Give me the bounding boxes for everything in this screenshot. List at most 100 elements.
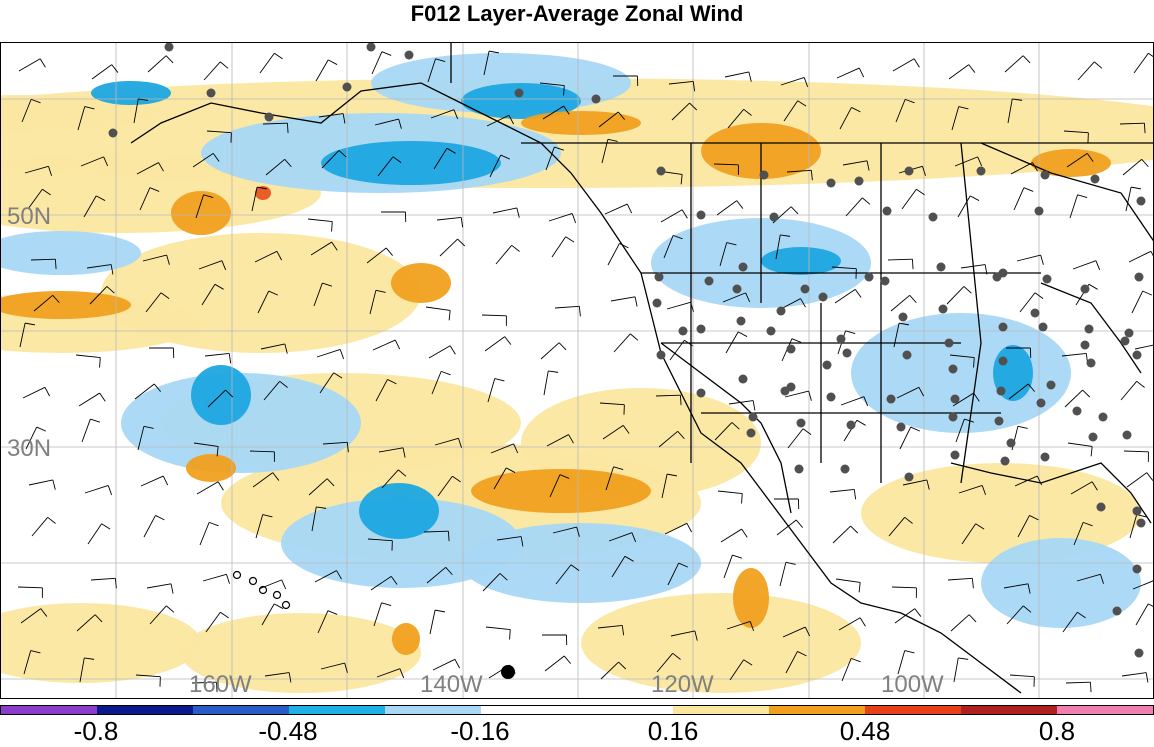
wind-barb	[1066, 671, 1095, 697]
station-marker	[1073, 407, 1082, 416]
colorbar-label: 0.8	[1039, 716, 1075, 747]
station-marker	[1001, 457, 1010, 466]
wind-barb	[438, 238, 466, 256]
island-outline	[234, 572, 241, 579]
island-outline	[274, 592, 281, 599]
station-marker	[265, 113, 274, 122]
colorbar-segment	[1057, 706, 1153, 714]
station-marker	[1041, 171, 1050, 180]
station-marker	[827, 393, 836, 402]
station-marker	[841, 465, 850, 474]
wind-barb	[85, 480, 114, 501]
wind-barb	[420, 606, 449, 634]
station-marker	[1039, 323, 1048, 332]
wind-barb	[555, 296, 584, 321]
station-marker	[1007, 439, 1016, 448]
colorbar-label: -0.16	[450, 716, 509, 747]
wind-barb	[605, 200, 633, 219]
station-marker	[887, 395, 896, 404]
station-marker	[1037, 399, 1046, 408]
station-marker	[1047, 381, 1056, 390]
station-marker	[1137, 197, 1146, 206]
wind-barb	[92, 65, 118, 79]
wind-barb	[1125, 288, 1154, 313]
colorbar-labels: -0.8 -0.48 -0.16 0.16 0.48 0.8	[0, 716, 1154, 746]
wind-barb	[843, 197, 871, 216]
station-marker	[897, 423, 906, 432]
station-marker	[777, 307, 786, 316]
station-marker	[739, 375, 748, 384]
colorbar-segment	[577, 706, 673, 714]
station-marker	[1089, 433, 1098, 442]
colorbar-segment	[673, 706, 769, 714]
station-marker	[795, 465, 804, 474]
colorbar-segment	[481, 706, 577, 714]
contour-fill	[186, 454, 236, 482]
contour-fill	[171, 191, 231, 235]
station-marker	[1041, 453, 1050, 462]
lon-label-140w: 140W	[420, 671, 483, 699]
wind-barb	[949, 65, 975, 79]
station-marker	[747, 429, 756, 438]
colorbar-label: 0.16	[648, 716, 699, 747]
wind-barb	[542, 624, 571, 650]
wind-barb	[539, 342, 567, 359]
wind-barb	[141, 472, 169, 491]
wind-barb	[83, 522, 112, 544]
colorbar-segment	[385, 706, 481, 714]
colorbar-segment	[1, 706, 97, 714]
station-marker	[1081, 285, 1090, 294]
station-marker	[1133, 507, 1142, 516]
station-marker	[997, 387, 1006, 396]
wind-barb	[147, 575, 176, 599]
wind-barb	[661, 208, 688, 224]
contour-fill	[761, 247, 841, 275]
wind-barb	[1017, 248, 1046, 270]
wind-barb	[534, 367, 562, 395]
contour-fill	[521, 111, 641, 135]
station-marker	[801, 285, 810, 294]
station-marker	[165, 43, 174, 52]
colorbar-segment	[97, 706, 193, 714]
wind-barb	[203, 568, 232, 590]
wind-barb	[1127, 473, 1153, 487]
wind-barb	[890, 295, 917, 311]
station-marker	[1135, 649, 1144, 658]
station-marker	[949, 413, 958, 422]
wind-barb	[784, 427, 813, 448]
station-marker	[905, 473, 914, 482]
colorbar-segment	[961, 706, 1057, 714]
colorbar-segment	[865, 706, 961, 714]
station-marker	[939, 305, 948, 314]
lon-label-160w: 160W	[189, 671, 252, 699]
station-marker	[823, 361, 832, 370]
wind-barb	[1117, 380, 1146, 400]
wind-barb	[18, 576, 47, 603]
wind-barb	[720, 329, 749, 353]
station-marker	[1123, 431, 1132, 440]
wind-barb	[308, 208, 337, 236]
station-marker	[767, 327, 776, 336]
wind-barb	[437, 208, 467, 233]
wind-barb	[192, 519, 221, 545]
contour-fill	[91, 81, 171, 105]
wind-barb	[830, 480, 860, 505]
station-marker	[657, 351, 666, 360]
station-marker	[697, 211, 706, 220]
wind-barb	[197, 480, 224, 496]
station-marker	[899, 313, 908, 322]
station-marker	[865, 273, 874, 282]
wind-barb	[259, 575, 287, 594]
wind-barb	[492, 244, 521, 264]
station-marker	[739, 263, 748, 272]
contour-fill	[359, 483, 439, 539]
map-canvas	[1, 43, 1154, 699]
wind-barb	[549, 208, 578, 229]
station-marker	[951, 451, 960, 460]
station-marker	[1099, 413, 1108, 422]
station-marker	[929, 213, 938, 222]
station-marker	[1035, 207, 1044, 216]
station-marker	[819, 293, 828, 302]
colorbar	[0, 705, 1154, 715]
station-marker	[653, 299, 662, 308]
